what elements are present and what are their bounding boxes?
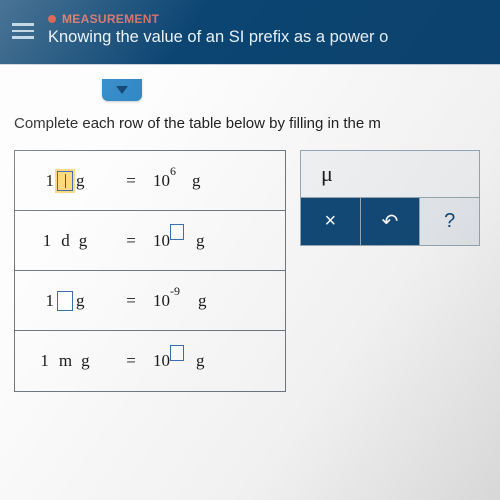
mu-symbol-button[interactable]: μ xyxy=(321,161,333,187)
row-right: 10 g xyxy=(147,351,285,371)
coeff: 1 xyxy=(43,231,52,251)
unit-right: g xyxy=(192,171,201,191)
unit-right: g xyxy=(196,351,205,371)
row-right: 10 -9 g xyxy=(147,291,285,311)
dropdown-tab[interactable] xyxy=(102,79,142,101)
header-text: MEASUREMENT Knowing the value of an SI p… xyxy=(48,12,488,47)
prefix-text: d xyxy=(61,231,70,251)
page-title: Knowing the value of an SI prefix as a p… xyxy=(48,28,488,47)
app-header: MEASUREMENT Knowing the value of an SI p… xyxy=(0,0,500,64)
x-icon: × xyxy=(324,210,336,233)
content-area: Complete each row of the table below by … xyxy=(0,64,500,500)
instruction-text: Complete each row of the table below by … xyxy=(14,115,486,132)
power-base: 10 xyxy=(153,351,170,370)
row-right: 10 g xyxy=(147,231,285,251)
prefix-blank-input[interactable] xyxy=(57,171,73,191)
symbol-palette: μ xyxy=(300,150,480,198)
prefix-blank-input[interactable] xyxy=(57,291,73,311)
help-button[interactable]: ? xyxy=(420,198,480,246)
prefix-text: m xyxy=(59,351,72,371)
table-row: 1 m g = 10 g xyxy=(15,331,285,391)
si-prefix-table: 1 g = 10 6 g 1 d xyxy=(14,150,286,392)
coeff: 1 xyxy=(46,291,55,311)
equals: = xyxy=(115,171,147,191)
row-left: 1 d g xyxy=(15,231,115,251)
table-row: 1 g = 10 6 g xyxy=(15,151,285,211)
power-base: 10 xyxy=(153,171,170,190)
chevron-down-icon xyxy=(115,85,129,95)
power-term: 10 xyxy=(153,231,170,251)
table-row: 1 g = 10 -9 g xyxy=(15,271,285,331)
power-exponent: 6 xyxy=(170,164,176,179)
power-base: 10 xyxy=(153,291,170,310)
tool-panel: μ × ↶ ? xyxy=(300,150,480,246)
power-exponent: -9 xyxy=(170,284,180,299)
record-dot-icon xyxy=(48,15,56,23)
hamburger-menu-icon[interactable] xyxy=(12,19,34,43)
unit-left: g xyxy=(79,231,88,251)
unit-right: g xyxy=(198,291,207,311)
exponent-blank-input[interactable] xyxy=(170,224,184,240)
power-base: 10 xyxy=(153,231,170,250)
equals: = xyxy=(115,291,147,311)
row-left: 1 g xyxy=(15,171,115,191)
undo-button[interactable]: ↶ xyxy=(361,198,421,246)
undo-icon: ↶ xyxy=(382,209,399,234)
power-term: 10 6 xyxy=(153,171,170,191)
help-icon: ? xyxy=(444,210,455,233)
equals: = xyxy=(115,231,147,251)
unit-left: g xyxy=(76,171,85,191)
coeff: 1 xyxy=(46,171,55,191)
category-label: MEASUREMENT xyxy=(62,12,159,26)
tool-row: × ↶ ? xyxy=(300,198,480,246)
work-row: 1 g = 10 6 g 1 d xyxy=(14,150,486,392)
unit-left: g xyxy=(76,291,85,311)
clear-button[interactable]: × xyxy=(300,198,361,246)
table-row: 1 d g = 10 g xyxy=(15,211,285,271)
row-left: 1 g xyxy=(15,291,115,311)
equals: = xyxy=(115,351,147,371)
unit-left: g xyxy=(81,351,90,371)
unit-right: g xyxy=(196,231,205,251)
category-tag: MEASUREMENT xyxy=(48,12,488,26)
coeff: 1 xyxy=(40,351,49,371)
power-term: 10 -9 xyxy=(153,291,170,311)
row-right: 10 6 g xyxy=(147,171,285,191)
exponent-blank-input[interactable] xyxy=(170,345,184,361)
power-term: 10 xyxy=(153,351,170,371)
row-left: 1 m g xyxy=(15,351,115,371)
